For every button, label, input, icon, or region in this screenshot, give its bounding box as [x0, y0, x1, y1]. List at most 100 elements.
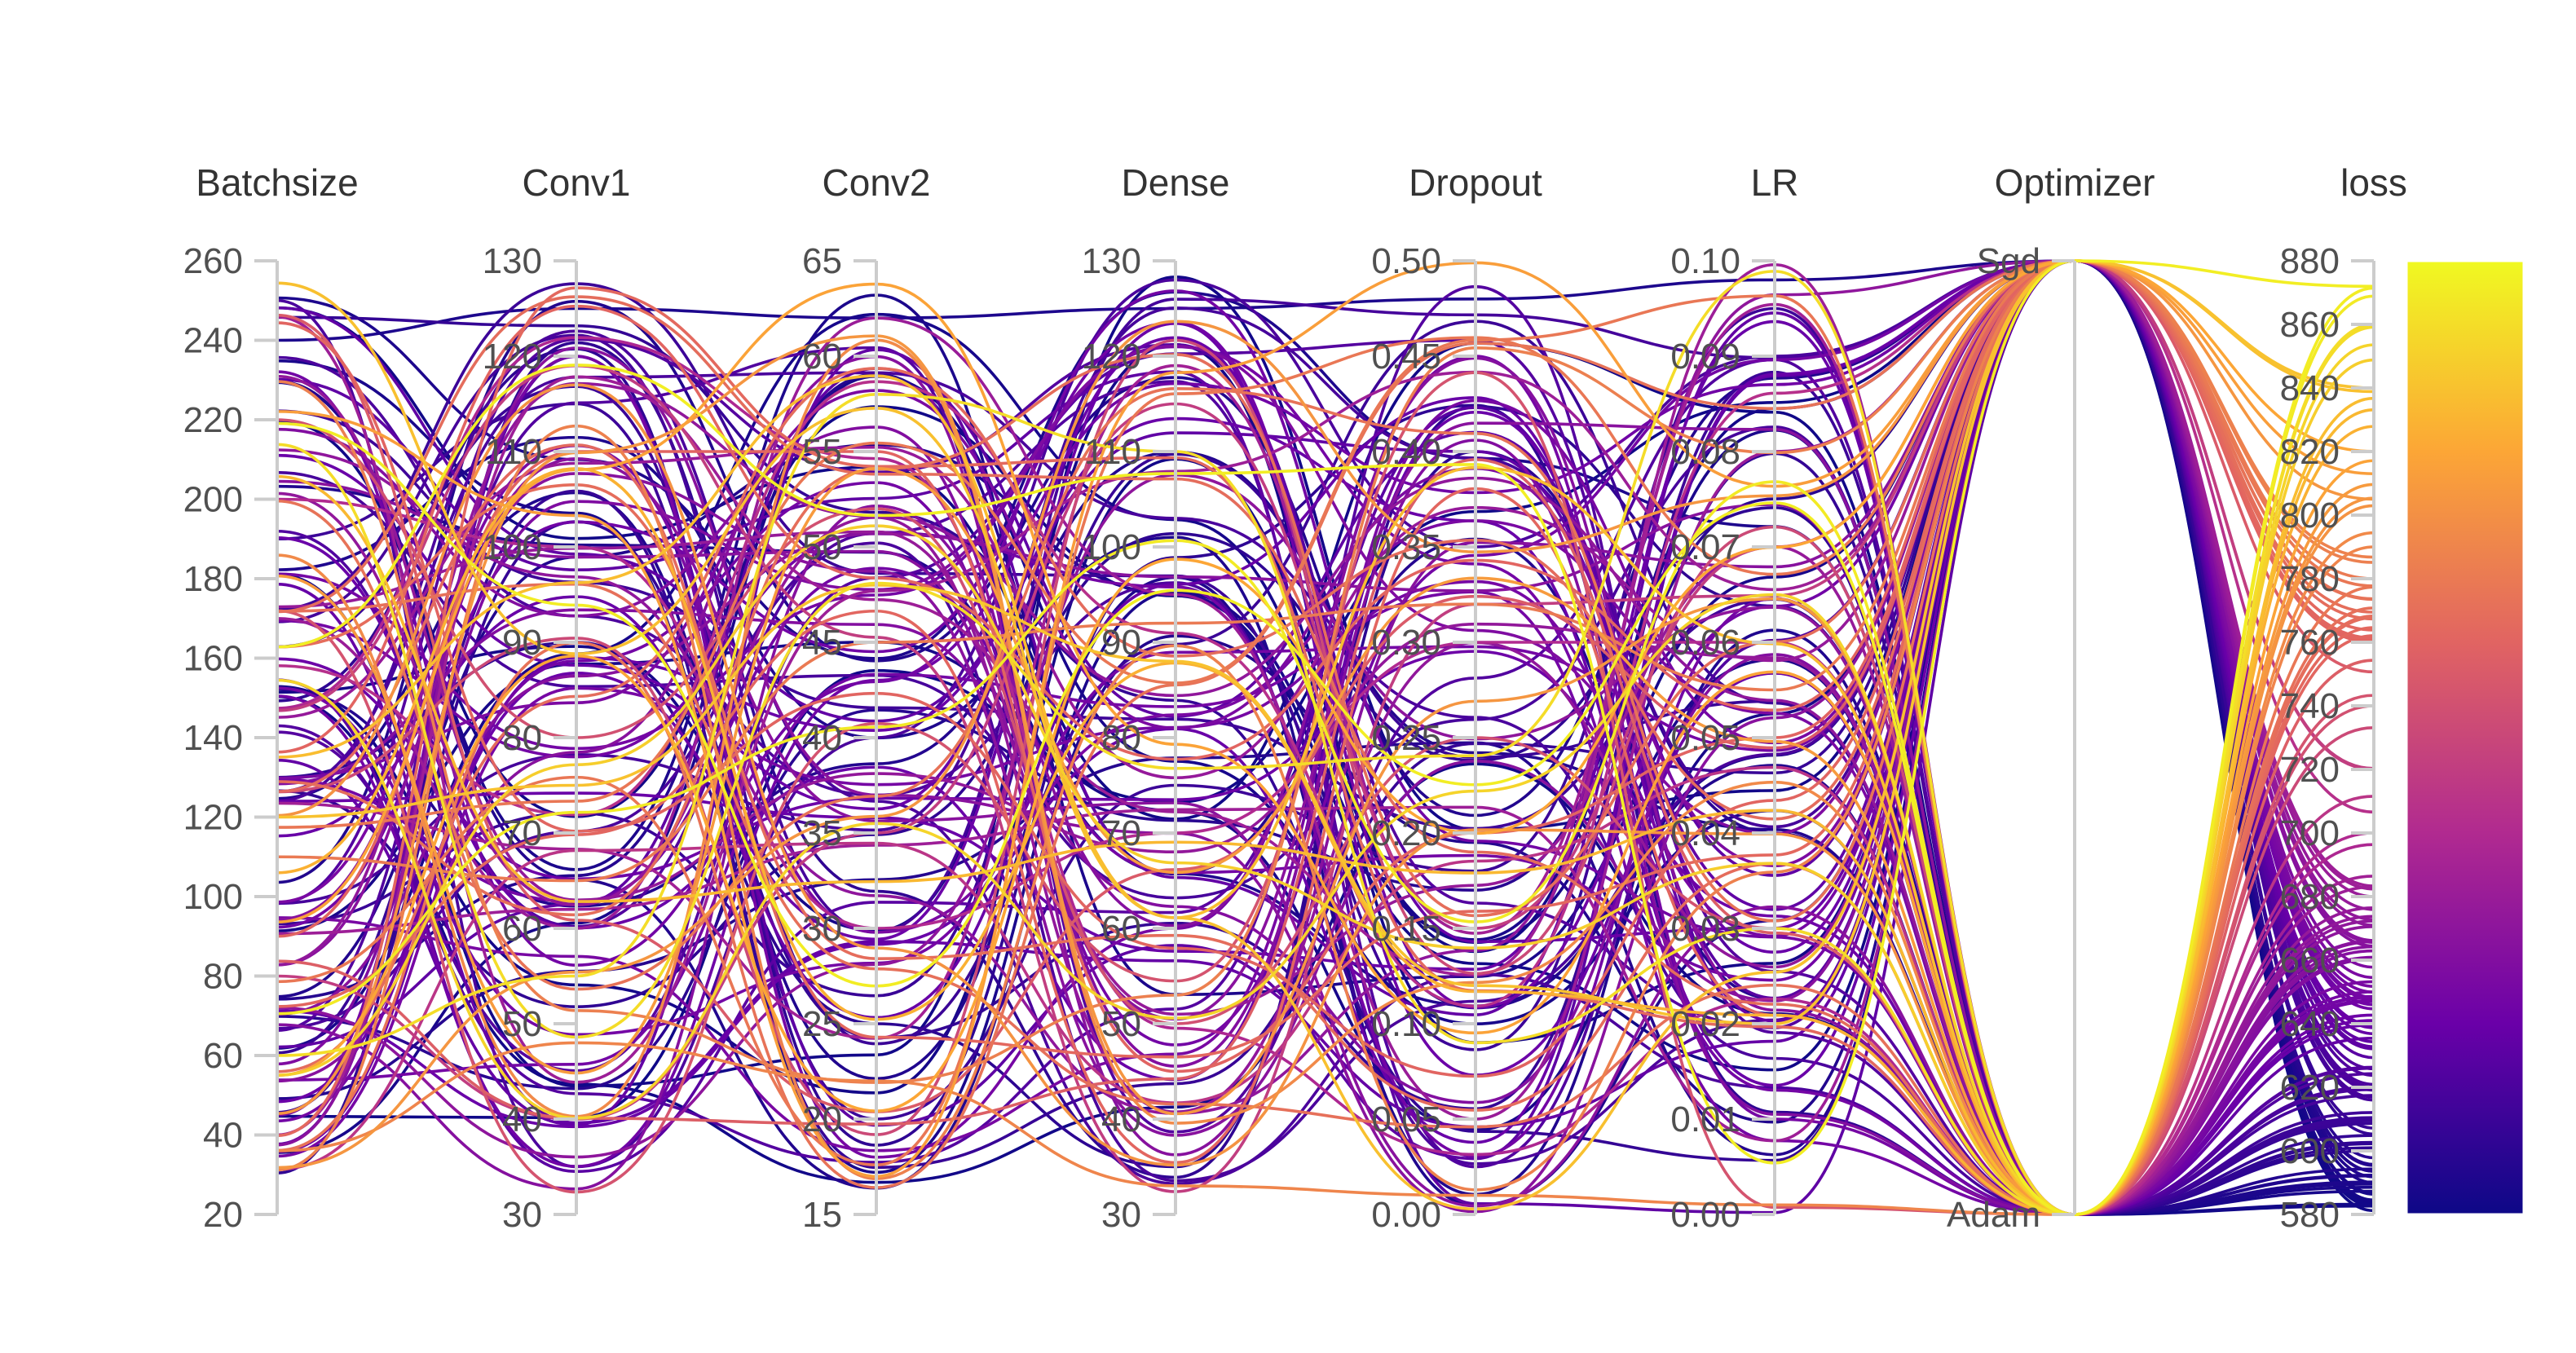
tick-label: 60 [1101, 909, 1141, 949]
tick-label: 260 [183, 241, 243, 281]
data-line [276, 345, 2375, 1216]
tick-label: 0.45 [1371, 337, 1441, 377]
tick-label: 720 [2280, 750, 2340, 790]
tick-label: Adam [1947, 1195, 2040, 1235]
tick-label: 0.01 [1670, 1100, 1740, 1139]
tick-label: 140 [183, 718, 243, 758]
tick-label: 160 [183, 639, 243, 679]
tick-label: 100 [183, 877, 243, 917]
tick-label: 0.05 [1371, 1100, 1441, 1139]
axis-batchsize[interactable]: Batchsize 20 40 60 80 100 120 140 160 180 200 220 24… [183, 161, 359, 1235]
axis-loss[interactable]: loss 580 600 620 640 660 680 700 720 740 760 780 800… [2280, 161, 2407, 1235]
axes: Batchsize 20 40 60 80 100 120 140 160 180 200 220 24… [183, 161, 2407, 1235]
tick-label: 0.20 [1371, 813, 1441, 853]
data-line [276, 259, 2375, 1179]
tick-label: 50 [502, 1004, 542, 1044]
tick-label: 180 [183, 559, 243, 599]
tick-label: 110 [485, 432, 542, 472]
tick-label: 0.07 [1670, 527, 1740, 567]
tick-label: 30 [1101, 1195, 1141, 1235]
axis-title: loss [2340, 161, 2407, 204]
tick-label: 760 [2280, 623, 2340, 663]
tick-label: 860 [2280, 305, 2340, 345]
tick-label: Sgd [1977, 241, 2040, 281]
axis-conv2[interactable]: Conv2 15 20 25 30 35 40 45 50 55 60 65 [802, 161, 930, 1235]
tick-label: 0.02 [1670, 1004, 1740, 1044]
tick-label: 0.00 [1371, 1195, 1441, 1235]
tick-label: 0.10 [1670, 241, 1740, 281]
data-line [276, 259, 2375, 1166]
axis-optimizer[interactable]: Optimizer Adam Sgd [1947, 161, 2155, 1235]
tick-label: 80 [1101, 718, 1141, 758]
tick-label: 30 [802, 909, 842, 949]
tick-label: 640 [2280, 1004, 2340, 1044]
tick-label: 800 [2280, 496, 2340, 535]
tick-label: 120 [1082, 337, 1141, 377]
tick-label: 600 [2280, 1131, 2340, 1171]
tick-label: 0.50 [1371, 241, 1441, 281]
axis-title: Batchsize [196, 161, 358, 204]
tick-label: 55 [802, 432, 842, 472]
data-line [276, 286, 2375, 1216]
tick-label: 0.25 [1371, 718, 1441, 758]
tick-label: 200 [183, 480, 243, 520]
data-line [276, 259, 2375, 1165]
tick-label: 30 [502, 1195, 542, 1235]
tick-label: 60 [502, 909, 542, 949]
tick-label: 80 [203, 957, 243, 997]
axis-dense[interactable]: Dense 30 40 50 60 70 80 90 100 110 120 130 [1082, 161, 1230, 1235]
tick-label: 130 [483, 241, 542, 281]
tick-label: 25 [802, 1004, 842, 1044]
tick-label: 100 [483, 527, 542, 567]
tick-label: 220 [183, 400, 243, 440]
axis-lr[interactable]: LR 0.00 0.01 0.02 0.03 0.04 0.05 0.06 0.07 0.08 0.… [1670, 161, 1798, 1235]
tick-label: 70 [1101, 813, 1141, 853]
axis-title: Conv2 [823, 161, 931, 204]
tick-label: 0.03 [1670, 909, 1740, 949]
tick-label: 620 [2280, 1068, 2340, 1108]
tick-label: 0.10 [1371, 1004, 1441, 1044]
data-lines [276, 259, 2375, 1216]
colorbar [2405, 259, 2525, 1216]
tick-label: 0.15 [1371, 909, 1441, 949]
axis-conv1[interactable]: Conv1 30 40 50 60 70 80 90 100 110 120 130 [483, 161, 631, 1235]
tick-label: 0.40 [1371, 432, 1441, 472]
tick-label: 120 [183, 798, 243, 838]
tick-label: 40 [502, 1100, 542, 1139]
data-line [276, 259, 2375, 1167]
axis-title: LR [1751, 161, 1799, 204]
tick-label: 0.09 [1670, 337, 1740, 377]
tick-label: 65 [802, 241, 842, 281]
tick-label: 660 [2280, 941, 2340, 981]
tick-label: 580 [2280, 1195, 2340, 1235]
tick-label: 40 [1101, 1100, 1141, 1139]
axis-dropout[interactable]: Dropout 0.00 0.05 0.10 0.15 0.20 0.25 0.30 0.35 0… [1371, 161, 1542, 1235]
tick-label: 0.30 [1371, 623, 1441, 663]
axis-title: Dense [1122, 161, 1230, 204]
tick-label: 50 [802, 527, 842, 567]
tick-label: 90 [502, 623, 542, 663]
tick-label: 880 [2280, 241, 2340, 281]
axis-title: Optimizer [1995, 161, 2155, 204]
tick-label: 740 [2280, 686, 2340, 726]
tick-label: 680 [2280, 877, 2340, 917]
tick-label: 100 [1082, 527, 1141, 567]
data-line [276, 259, 2375, 1192]
tick-label: 60 [203, 1036, 243, 1076]
tick-label: 820 [2280, 432, 2340, 472]
tick-label: 130 [1082, 241, 1141, 281]
tick-label: 80 [502, 718, 542, 758]
tick-label: 780 [2280, 559, 2340, 599]
tick-label: 35 [802, 813, 842, 853]
tick-label: 40 [802, 718, 842, 758]
tick-label: 45 [802, 623, 842, 663]
tick-label: 700 [2280, 813, 2340, 853]
tick-label: 0.35 [1371, 527, 1441, 567]
data-line [276, 259, 2375, 1211]
tick-label: 15 [802, 1195, 842, 1235]
tick-label: 0.05 [1670, 718, 1740, 758]
data-line [276, 259, 2375, 1166]
tick-label: 20 [802, 1100, 842, 1139]
tick-label: 110 [1084, 432, 1141, 472]
